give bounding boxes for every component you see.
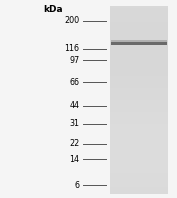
Bar	[110, 48, 168, 51]
Bar	[110, 95, 168, 98]
Bar	[110, 58, 168, 60]
Bar	[110, 39, 168, 41]
Bar	[110, 30, 168, 32]
Bar	[110, 178, 168, 180]
Bar	[110, 22, 168, 25]
Bar	[110, 20, 168, 22]
Bar	[110, 130, 168, 133]
Bar	[110, 44, 168, 46]
Text: 44: 44	[70, 101, 80, 110]
Bar	[110, 27, 168, 30]
Bar	[110, 182, 168, 185]
Bar	[110, 62, 168, 65]
Bar	[110, 119, 168, 121]
Bar	[110, 100, 168, 102]
Text: 66: 66	[70, 78, 80, 87]
Bar	[110, 138, 168, 140]
Text: 6: 6	[75, 181, 80, 190]
Bar	[110, 133, 168, 135]
Bar	[110, 36, 168, 39]
Bar	[110, 192, 168, 194]
Bar	[110, 67, 168, 69]
Bar	[110, 76, 168, 79]
Bar	[110, 109, 168, 112]
Bar	[110, 140, 168, 142]
Bar	[110, 145, 168, 147]
Bar	[110, 13, 168, 15]
Bar	[110, 74, 168, 76]
Bar	[110, 149, 168, 152]
Bar	[110, 121, 168, 124]
Bar	[110, 91, 168, 93]
Bar	[110, 126, 168, 128]
Text: 22: 22	[69, 139, 80, 148]
Bar	[110, 168, 168, 170]
Bar	[110, 79, 168, 81]
Bar	[110, 175, 168, 178]
Bar	[110, 8, 168, 11]
Bar	[110, 114, 168, 116]
Bar	[110, 65, 168, 67]
Bar	[110, 135, 168, 138]
Bar	[110, 185, 168, 187]
Bar	[110, 15, 168, 18]
Bar	[110, 86, 168, 88]
Bar	[110, 156, 168, 159]
Bar	[110, 18, 168, 20]
Bar	[110, 32, 168, 34]
Bar	[110, 152, 168, 154]
Bar	[110, 88, 168, 91]
Bar	[110, 34, 168, 36]
Bar	[110, 147, 168, 149]
Bar	[110, 166, 168, 168]
Bar	[110, 159, 168, 161]
Bar	[110, 180, 168, 182]
Text: 97: 97	[69, 56, 80, 65]
Bar	[110, 124, 168, 126]
Bar	[110, 11, 168, 13]
Bar	[110, 41, 168, 44]
Text: 14: 14	[70, 155, 80, 164]
Bar	[110, 53, 168, 55]
Bar	[110, 107, 168, 109]
Bar	[110, 25, 168, 27]
Bar	[110, 84, 168, 86]
Bar	[110, 51, 168, 53]
Bar	[110, 142, 168, 145]
Bar	[110, 170, 168, 173]
Bar	[110, 116, 168, 119]
Bar	[110, 98, 168, 100]
Bar	[110, 60, 168, 62]
Bar	[111, 40, 167, 45]
Bar	[110, 189, 168, 192]
Bar	[110, 105, 168, 107]
Bar	[110, 173, 168, 175]
Bar	[110, 128, 168, 130]
Bar	[110, 72, 168, 74]
Bar	[110, 102, 168, 105]
Text: 200: 200	[65, 16, 80, 25]
Bar	[110, 81, 168, 84]
Text: 31: 31	[70, 119, 80, 128]
Bar	[110, 154, 168, 156]
Text: kDa: kDa	[43, 5, 63, 14]
Bar	[110, 69, 168, 72]
Bar	[110, 187, 168, 189]
Bar	[110, 46, 168, 48]
Bar	[110, 161, 168, 164]
Bar	[111, 40, 167, 42]
Bar	[110, 164, 168, 166]
Bar	[110, 112, 168, 114]
Bar	[110, 93, 168, 95]
Bar	[110, 55, 168, 58]
Bar	[110, 6, 168, 8]
Text: 116: 116	[65, 44, 80, 53]
